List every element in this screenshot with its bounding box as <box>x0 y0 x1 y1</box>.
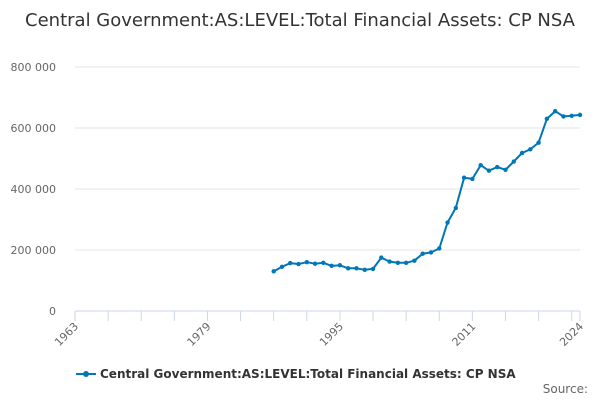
data-point[interactable] <box>420 251 425 256</box>
data-point[interactable] <box>279 264 285 269</box>
series-group[interactable] <box>271 109 583 274</box>
data-point[interactable] <box>461 175 467 180</box>
legend-symbol-icon <box>76 371 96 377</box>
data-point[interactable] <box>486 168 492 173</box>
data-point[interactable] <box>536 140 541 145</box>
data-point[interactable] <box>511 159 516 164</box>
y-tick-label: 200 000 <box>11 244 57 257</box>
chart-title: Central Government:AS:LEVEL:Total Financ… <box>25 10 575 31</box>
data-point[interactable] <box>403 260 409 266</box>
data-point[interactable] <box>478 163 483 168</box>
data-point[interactable] <box>453 205 459 211</box>
x-tick-label: 1995 <box>317 320 346 349</box>
data-point[interactable] <box>577 112 583 118</box>
data-point[interactable] <box>370 266 376 272</box>
legend-label: Central Government:AS:LEVEL:Total Financ… <box>100 367 516 381</box>
data-point[interactable] <box>544 116 550 122</box>
data-point[interactable] <box>387 259 392 264</box>
data-point[interactable] <box>271 269 276 274</box>
data-point[interactable] <box>345 266 351 271</box>
data-point[interactable] <box>412 258 417 263</box>
data-point[interactable] <box>312 261 318 266</box>
data-point[interactable] <box>296 261 301 267</box>
data-point[interactable] <box>569 113 574 119</box>
data-point[interactable] <box>337 263 343 268</box>
y-axis: 0 200 000 400 000 600 000 800 000 <box>11 61 57 318</box>
data-point[interactable] <box>329 263 334 269</box>
y-tick-label: 600 000 <box>11 122 57 135</box>
data-point[interactable] <box>428 250 434 255</box>
data-point[interactable] <box>354 266 359 271</box>
legend-item[interactable]: Central Government:AS:LEVEL:Total Financ… <box>76 365 516 383</box>
x-tick-label: 2011 <box>450 320 479 349</box>
series-line <box>273 110 581 273</box>
data-point[interactable] <box>470 176 475 182</box>
data-point[interactable] <box>321 260 326 266</box>
data-point[interactable] <box>495 164 500 170</box>
data-point[interactable] <box>304 260 310 265</box>
data-point[interactable] <box>552 109 558 114</box>
data-point[interactable] <box>503 167 508 172</box>
y-tick-label: 0 <box>49 305 56 318</box>
y-tick-label: 800 000 <box>11 61 57 74</box>
data-point[interactable] <box>528 147 533 152</box>
grid-lines <box>75 66 580 251</box>
x-axis: 1963 1979 1995 2011 2024 <box>52 310 586 349</box>
data-point[interactable] <box>362 267 367 273</box>
source-label: Source: <box>542 382 588 396</box>
data-point[interactable] <box>288 260 293 266</box>
x-tick-label: 2024 <box>557 320 586 349</box>
data-point[interactable] <box>445 220 450 225</box>
data-point[interactable] <box>379 255 384 260</box>
x-tick-label: 1979 <box>185 320 214 349</box>
data-point[interactable] <box>561 114 566 119</box>
data-point[interactable] <box>437 246 442 251</box>
x-tick-label: 1963 <box>52 320 81 349</box>
data-point[interactable] <box>395 260 401 266</box>
y-tick-label: 400 000 <box>11 183 57 196</box>
data-point[interactable] <box>519 150 525 156</box>
